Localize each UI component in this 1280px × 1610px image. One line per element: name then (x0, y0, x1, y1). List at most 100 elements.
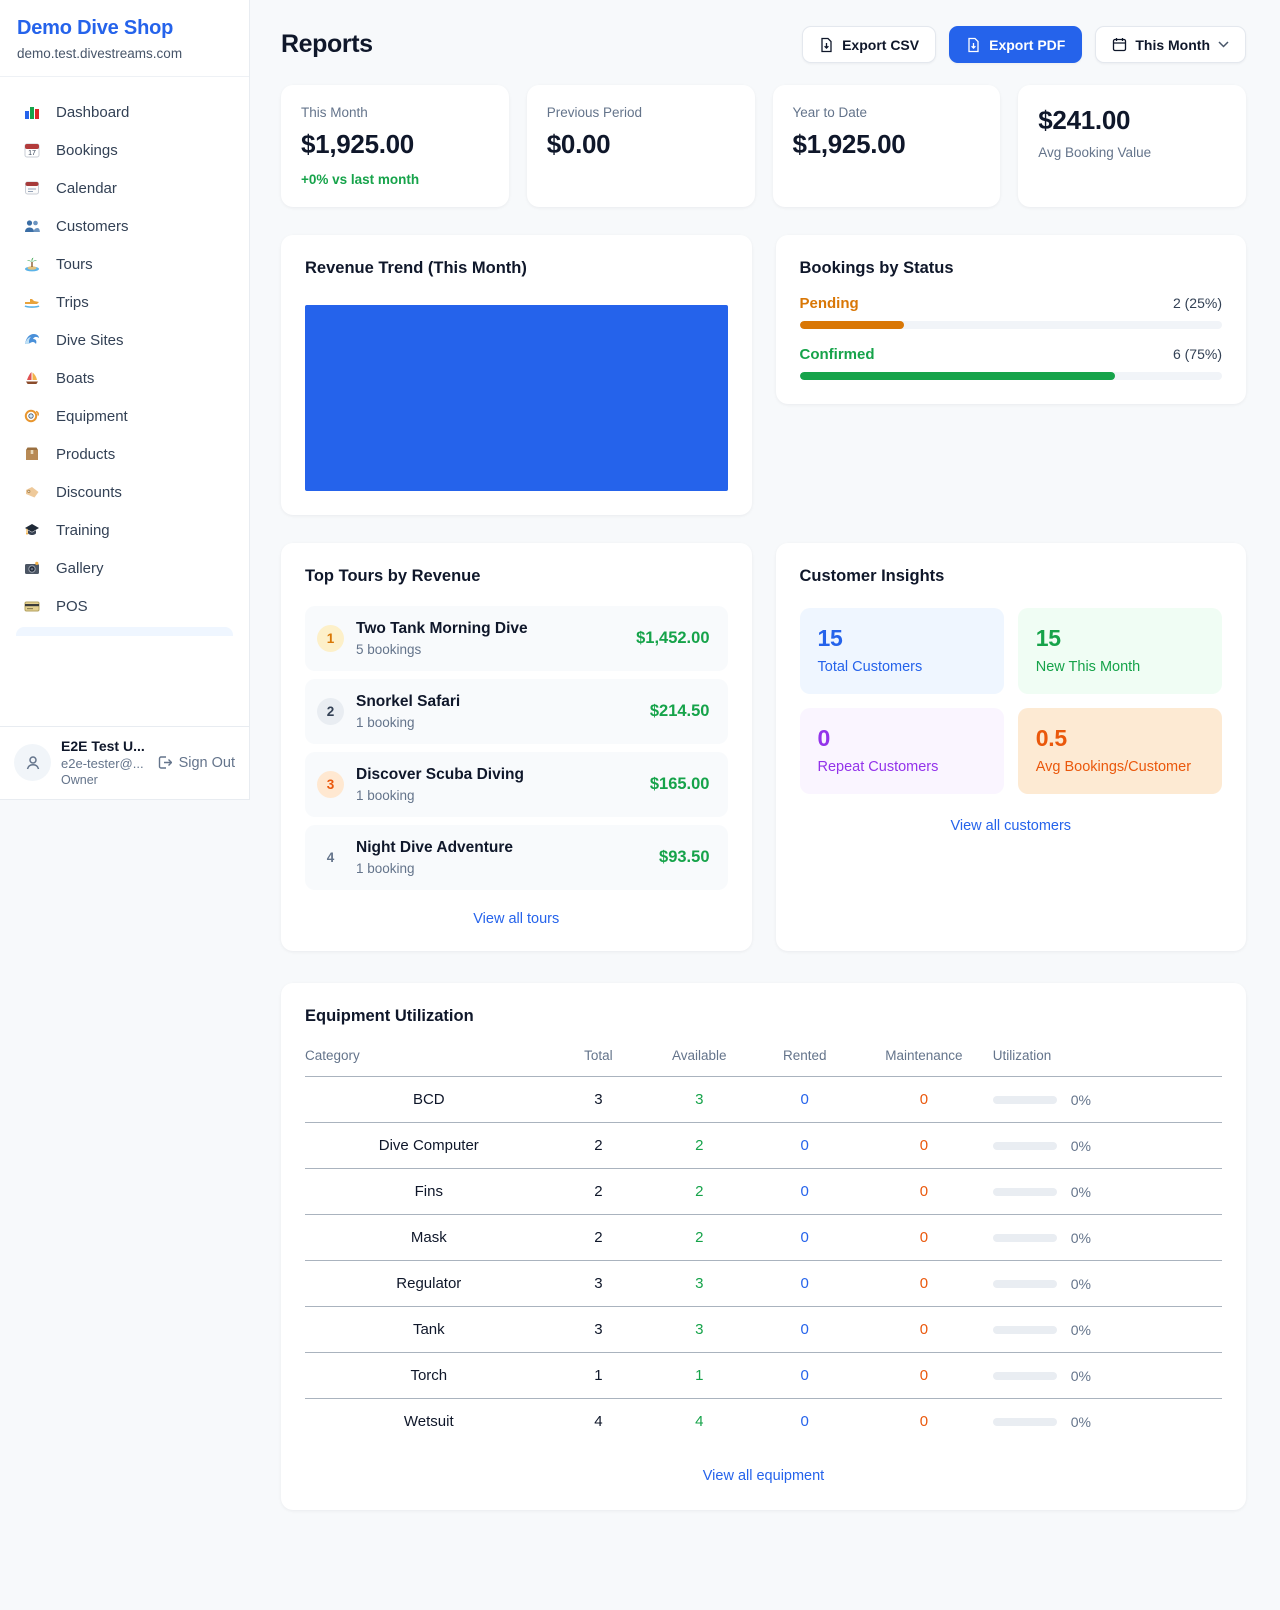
export-csv-button[interactable]: Export CSV (802, 26, 937, 63)
sign-out-label: Sign Out (178, 754, 235, 771)
view-all-customers-link[interactable]: View all customers (950, 818, 1072, 834)
tour-revenue: $165.00 (649, 775, 710, 793)
cell-maintenance: 0 (919, 1413, 929, 1430)
sidebar-item-label: Training (56, 521, 110, 539)
sidebar-item-dive-sites[interactable]: Dive Sites (10, 321, 239, 359)
cell-category: Torch (305, 1352, 553, 1399)
utilization-bar (992, 1371, 1057, 1380)
sidebar-item-customers[interactable]: Customers (10, 207, 239, 245)
stat-value: $0.00 (546, 129, 611, 159)
customers-icon (22, 217, 42, 235)
sidebar-item-calendar[interactable]: Calendar (10, 169, 239, 207)
bookings-by-status-card: Bookings by Status Pending 2 (25%) Confi… (775, 235, 1246, 404)
insight-tiles: 15 Total Customers 15 New This Month 0 R… (799, 608, 1222, 794)
sidebar-item-label: Products (56, 445, 116, 463)
utilization-cell: 0% (992, 1367, 1222, 1384)
stat-label: Year to Date (792, 105, 868, 120)
col-rented: Rented (754, 1040, 856, 1077)
export-pdf-button[interactable]: Export PDF (949, 26, 1083, 63)
stat-card-year-to-date: Year to Date $1,925.00 (772, 85, 1001, 207)
export-pdf-label: Export PDF (989, 36, 1066, 53)
period-select[interactable]: This Month (1095, 26, 1246, 63)
stat-value: $1,925.00 (301, 129, 414, 159)
sidebar-item-label: Tours (56, 255, 93, 273)
tour-bookings: 5 bookings (356, 642, 422, 657)
cell-total: 4 (594, 1413, 603, 1430)
sidebar-item-pos[interactable]: POS (10, 587, 239, 625)
sidebar-item-training[interactable]: Training (10, 511, 239, 549)
svg-text:17: 17 (28, 150, 36, 157)
cell-maintenance: 0 (855, 1306, 993, 1353)
utilization-bar (992, 1279, 1057, 1288)
stat-delta: +0% vs last month (301, 172, 420, 187)
view-all-tours-link[interactable]: View all tours (473, 911, 560, 927)
dashboard-icon (22, 103, 42, 121)
status-value: 2 (25%) (1172, 295, 1222, 311)
cell-total: 3 (552, 1076, 645, 1123)
tile-value: 0.5 (1035, 725, 1067, 751)
cell-total: 3 (552, 1260, 645, 1307)
utilization-cell: 0% (992, 1276, 1222, 1292)
cell-rented: 0 (800, 1413, 809, 1430)
utilization-bar (992, 1141, 1057, 1150)
cell-rented: 0 (754, 1214, 856, 1261)
user-role: Owner (61, 773, 98, 787)
table-row: BCD 3 3 0 0 0% (305, 1076, 1222, 1123)
sidebar-item-equipment[interactable]: Equipment (10, 397, 239, 435)
top-tours-card: Top Tours by Revenue 1 Two Tank Morning … (281, 543, 752, 951)
utilization-bar (992, 1417, 1057, 1426)
stat-label: Avg Booking Value (1038, 145, 1152, 160)
cell-maintenance: 0 (855, 1214, 993, 1261)
status-bar-fill (799, 321, 905, 329)
col-maintenance: Maintenance (855, 1040, 993, 1077)
sidebar-item-discounts[interactable]: Discounts (10, 473, 239, 511)
sign-out-button[interactable]: Sign Out (157, 755, 235, 771)
tag-icon (22, 483, 42, 501)
cell-available: 4 (695, 1413, 704, 1430)
tour-revenue: $93.50 (659, 848, 710, 866)
tour-bookings: 1 booking (356, 715, 415, 730)
shop-name: Demo Dive Shop (17, 17, 174, 39)
utilization-percent: 0% (1070, 1367, 1091, 1384)
sidebar-item-label: Gallery (56, 559, 104, 577)
utilization-percent: 0% (1070, 1413, 1091, 1430)
utilization-cell: 0% (992, 1184, 1222, 1200)
sidebar-item-gallery[interactable]: Gallery (10, 549, 239, 587)
status-value: 6 (75%) (1172, 346, 1222, 362)
sidebar-item-dashboard[interactable]: Dashboard (10, 93, 239, 131)
cell-available: 2 (644, 1168, 755, 1215)
cell-available: 2 (644, 1214, 755, 1261)
sidebar-item-trips[interactable]: Trips (10, 283, 239, 321)
cell-total: 3 (552, 1306, 645, 1353)
cell-total: 1 (552, 1352, 645, 1399)
file-export-icon (819, 37, 834, 53)
bookings-by-status-title: Bookings by Status (799, 259, 954, 277)
cell-rented: 0 (754, 1122, 856, 1169)
user-name: E2E Test U... (61, 738, 145, 754)
period-label: This Month (1135, 36, 1210, 53)
revenue-trend-card: Revenue Trend (This Month) (281, 235, 752, 515)
sidebar-item-products[interactable]: Products (10, 435, 239, 473)
sidebar-item-tours[interactable]: Tours (10, 245, 239, 283)
sidebar-item-label: Discounts (56, 483, 122, 501)
tour-revenue: $1,452.00 (636, 629, 710, 647)
view-all-equipment-link[interactable]: View all equipment (702, 1468, 825, 1484)
tour-bookings: 1 booking (356, 861, 415, 876)
cell-maintenance: 0 (855, 1168, 993, 1215)
dive-mask-icon (22, 407, 42, 425)
speedboat-icon (22, 293, 42, 311)
cell-rented: 0 (754, 1306, 856, 1353)
sidebar-item-bookings[interactable]: 17 Bookings (10, 131, 239, 169)
export-csv-label: Export CSV (842, 36, 920, 53)
equipment-utilization-title: Equipment Utilization (305, 1007, 474, 1025)
utilization-bar (992, 1095, 1057, 1104)
sidebar-item-boats[interactable]: Boats (10, 359, 239, 397)
logout-icon (157, 755, 172, 770)
revenue-trend-chart (305, 305, 728, 491)
sidebar-item-label: POS (56, 597, 88, 615)
sidebar-active-item-partial[interactable] (16, 627, 233, 636)
status-bar-track (799, 372, 1222, 380)
cell-maintenance: 0 (855, 1260, 993, 1307)
sidebar-item-label: Calendar (56, 179, 117, 197)
status-label: Confirmed (799, 346, 875, 363)
